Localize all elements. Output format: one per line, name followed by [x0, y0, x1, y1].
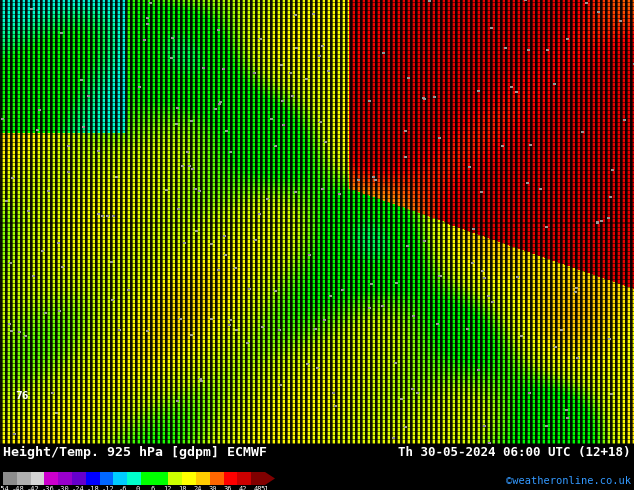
Text: 30: 30 [209, 486, 217, 490]
Polygon shape [30, 472, 44, 485]
Polygon shape [100, 472, 113, 485]
Polygon shape [210, 472, 224, 485]
Text: 42: 42 [238, 486, 247, 490]
Polygon shape [182, 472, 196, 485]
Text: -12: -12 [101, 486, 114, 490]
Polygon shape [141, 472, 155, 485]
Text: -36: -36 [42, 486, 55, 490]
Polygon shape [127, 472, 141, 485]
Text: -54: -54 [0, 486, 10, 490]
Text: 51: 51 [261, 486, 269, 490]
Text: Height/Temp. 925 hPa [gdpm] ECMWF: Height/Temp. 925 hPa [gdpm] ECMWF [3, 446, 267, 459]
Polygon shape [86, 472, 100, 485]
Polygon shape [16, 472, 30, 485]
Polygon shape [155, 472, 169, 485]
Text: 18: 18 [178, 486, 187, 490]
Polygon shape [58, 472, 72, 485]
Text: ©weatheronline.co.uk: ©weatheronline.co.uk [506, 476, 631, 486]
Polygon shape [44, 472, 58, 485]
Polygon shape [237, 472, 251, 485]
Text: 6: 6 [151, 486, 155, 490]
Polygon shape [224, 472, 237, 485]
Text: 76: 76 [15, 391, 29, 401]
Polygon shape [265, 472, 275, 485]
Text: 48: 48 [253, 486, 262, 490]
Polygon shape [251, 472, 265, 485]
Polygon shape [196, 472, 210, 485]
Text: 0: 0 [136, 486, 140, 490]
Text: 12: 12 [164, 486, 172, 490]
Text: Th 30-05-2024 06:00 UTC (12+18): Th 30-05-2024 06:00 UTC (12+18) [399, 446, 631, 459]
Text: -42: -42 [27, 486, 39, 490]
Text: -18: -18 [86, 486, 99, 490]
Polygon shape [72, 472, 86, 485]
Text: -30: -30 [56, 486, 69, 490]
Polygon shape [113, 472, 127, 485]
Polygon shape [3, 472, 16, 485]
Text: 36: 36 [223, 486, 232, 490]
Text: -48: -48 [11, 486, 24, 490]
Polygon shape [169, 472, 182, 485]
Text: -24: -24 [72, 486, 84, 490]
Text: -6: -6 [119, 486, 127, 490]
Text: 24: 24 [193, 486, 202, 490]
